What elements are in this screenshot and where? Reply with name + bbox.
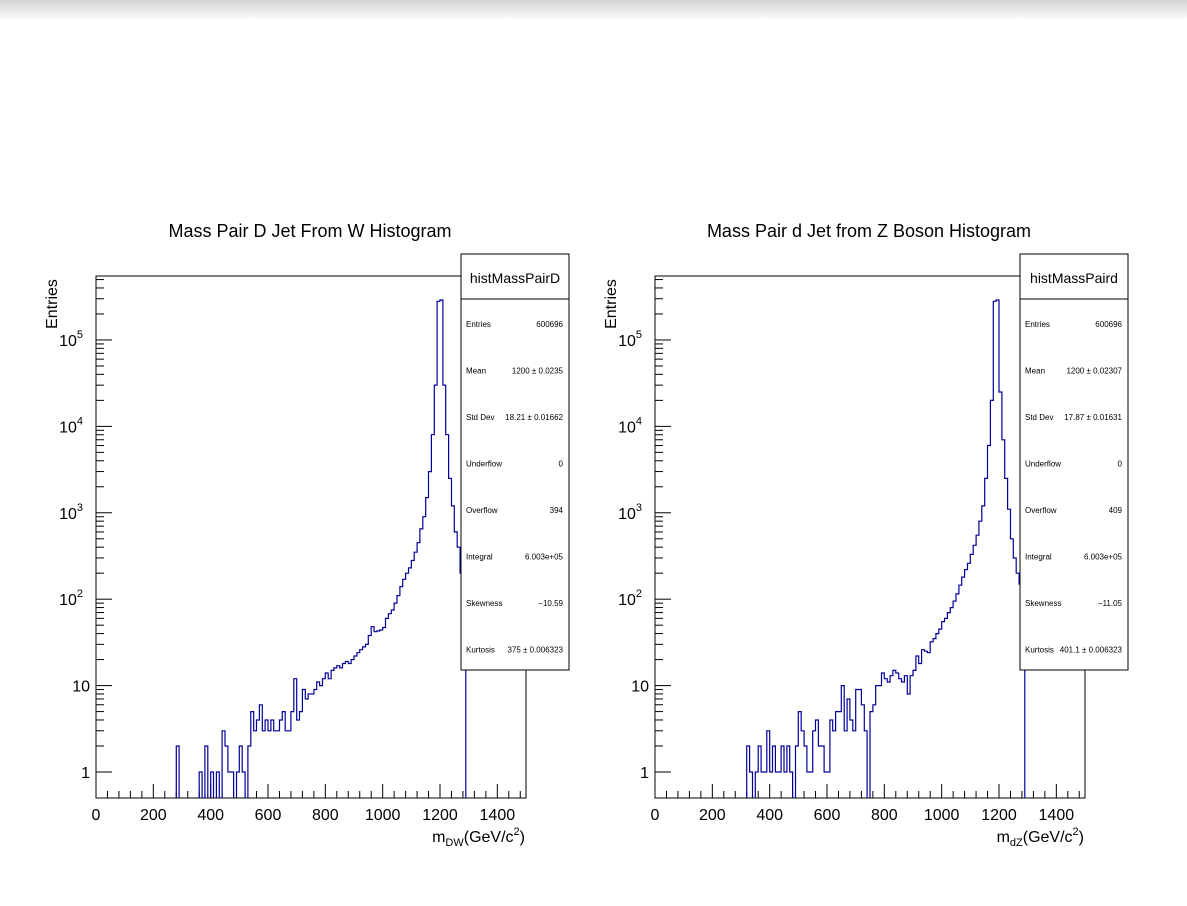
histogram-line <box>175 299 467 798</box>
chart-title: Mass Pair D Jet From W Histogram <box>168 221 451 241</box>
y-tick-label: 104 <box>618 415 642 436</box>
stats-row-value: 1200 ± 0.0235 <box>512 367 564 376</box>
x-label-unit: (GeV/c <box>464 829 514 846</box>
y-tick-label: 1 <box>81 765 90 782</box>
stats-histogram-name: histMassPaird <box>1030 270 1118 286</box>
y-tick-label: 10 <box>631 679 649 696</box>
histogram-line <box>746 299 1026 798</box>
x-label-close: ) <box>520 829 525 846</box>
y-tick-labels: 1 10 102 103 104 105 <box>59 329 90 782</box>
stats-row-label: Std Dev <box>1025 413 1053 422</box>
stats-row-label: Underflow <box>1025 460 1061 469</box>
chart-title: Mass Pair d Jet from Z Boson Histogram <box>707 221 1031 241</box>
y-tick-labels: 1 10 102 103 104 105 <box>618 329 649 782</box>
x-label-sub: DW <box>445 837 464 849</box>
stats-row-label: Integral <box>466 553 493 562</box>
x-tick-label: 600 <box>814 807 841 824</box>
x-label-prefix: m <box>997 829 1010 846</box>
x-tick-label: 1200 <box>981 807 1017 824</box>
stats-row-label: Kurtosis <box>1025 646 1054 655</box>
y-tick-label: 102 <box>618 588 642 609</box>
stats-row-label: Kurtosis <box>466 646 495 655</box>
stats-row-value: 6.003e+05 <box>525 553 564 562</box>
stats-box: histMassPaird Entries 600696 Mean 1200 ± 0.… <box>1019 253 1129 671</box>
x-label-prefix: m <box>432 829 445 846</box>
stats-row-value: 600696 <box>536 320 563 329</box>
x-label-sup: 2 <box>514 826 520 838</box>
stats-row-value: −10.59 <box>538 599 563 608</box>
y-tick-label: 10 <box>72 679 90 696</box>
y-tick-label: 1 <box>640 765 649 782</box>
stats-row-label: Underflow <box>466 460 502 469</box>
stats-row-label: Skewness <box>1025 599 1061 608</box>
stats-rows: Entries 600696 Mean 1200 ± 0.0235 Std Dev 18.… <box>466 320 564 655</box>
stats-row-label: Entries <box>1025 320 1050 329</box>
x-label-sub: dZ <box>1010 837 1023 849</box>
axis-ticks <box>95 279 521 798</box>
stats-row-value: 600696 <box>1095 320 1122 329</box>
x-tick-label: 1400 <box>480 807 516 824</box>
stats-row-label: Overflow <box>1025 506 1057 515</box>
x-tick-labels: 0 200 400 600 800 1000 1200 1400 <box>92 807 516 824</box>
x-tick-label: 200 <box>140 807 167 824</box>
x-tick-label: 400 <box>197 807 224 824</box>
y-tick-label: 103 <box>59 502 83 523</box>
stats-row-value: 394 <box>550 506 564 515</box>
stats-row-label: Std Dev <box>466 413 494 422</box>
x-axis-label: mDW(GeV/c2) <box>432 826 525 849</box>
stats-row-value: 375 ± 0.006323 <box>507 646 563 655</box>
x-tick-label: 0 <box>651 807 660 824</box>
x-tick-label: 1400 <box>1039 807 1075 824</box>
y-axis-label: Entries <box>603 279 620 329</box>
y-tick-label: 102 <box>59 588 83 609</box>
stats-row-label: Integral <box>1025 553 1052 562</box>
stats-row-value: 401.1 ± 0.006323 <box>1060 646 1123 655</box>
x-tick-label: 1000 <box>365 807 401 824</box>
x-tick-label: 400 <box>756 807 783 824</box>
stats-row-value: −11.05 <box>1098 599 1123 608</box>
stats-row-value: 6.003e+05 <box>1084 553 1123 562</box>
stats-row-value: 17.87 ± 0.01631 <box>1064 413 1122 422</box>
stats-box-frame <box>460 253 570 671</box>
x-axis-label: mdZ(GeV/c2) <box>997 826 1084 849</box>
stats-rows: Entries 600696 Mean 1200 ± 0.02307 Std Dev 17… <box>1025 320 1123 655</box>
stats-box-frame <box>1019 253 1129 671</box>
stats-row-value: 0 <box>559 460 564 469</box>
y-tick-label: 104 <box>59 415 83 436</box>
y-tick-label: 105 <box>618 329 642 350</box>
x-tick-label: 0 <box>92 807 101 824</box>
stats-row-label: Entries <box>466 320 491 329</box>
x-label-sup: 2 <box>1073 826 1079 838</box>
stats-row-label: Overflow <box>466 506 498 515</box>
panel-mass-pair-d: Mass Pair D Jet From W Histogram Entries… <box>44 221 570 849</box>
x-label-unit: (GeV/c <box>1023 829 1073 846</box>
stats-box: histMassPairD Entries 600696 Mean 1200 ± 0.… <box>460 253 570 671</box>
x-tick-label: 800 <box>312 807 339 824</box>
window-top-bar <box>0 0 1187 20</box>
x-tick-label: 200 <box>699 807 726 824</box>
stats-histogram-name: histMassPairD <box>470 270 560 286</box>
axis-ticks <box>654 279 1080 798</box>
y-tick-label: 105 <box>59 329 83 350</box>
x-tick-label: 800 <box>871 807 898 824</box>
x-tick-labels: 0 200 400 600 800 1000 1200 1400 <box>651 807 1075 824</box>
panel-mass-pair-dz: Mass Pair d Jet from Z Boson Histogram E… <box>603 221 1129 849</box>
stats-row-value: 0 <box>1118 460 1123 469</box>
stats-row-label: Skewness <box>466 599 502 608</box>
stats-row-value: 18.21 ± 0.01662 <box>505 413 563 422</box>
stats-row-label: Mean <box>1025 367 1045 376</box>
stats-row-value: 409 <box>1109 506 1123 515</box>
y-tick-label: 103 <box>618 502 642 523</box>
x-tick-label: 1000 <box>924 807 960 824</box>
stats-row-value: 1200 ± 0.02307 <box>1066 367 1122 376</box>
x-label-close: ) <box>1079 829 1084 846</box>
x-tick-label: 600 <box>255 807 282 824</box>
x-tick-label: 1200 <box>422 807 458 824</box>
stats-row-label: Mean <box>466 367 486 376</box>
y-axis-label: Entries <box>44 279 61 329</box>
